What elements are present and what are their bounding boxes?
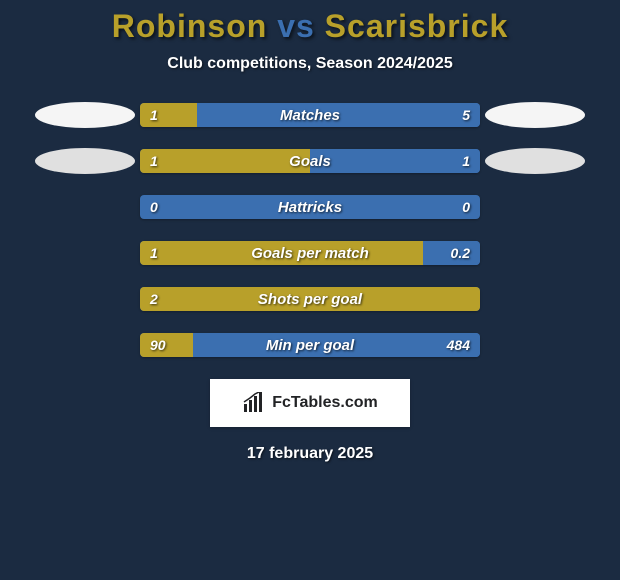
stat-bar: Goals1 1 — [140, 149, 480, 173]
stat-value-left: 90 — [150, 333, 166, 357]
date-label: 17 february 2025 — [0, 445, 620, 463]
stat-label: Goals — [140, 149, 480, 173]
stat-label: Matches — [140, 103, 480, 127]
stat-row: Matches1 5 — [0, 103, 620, 127]
stat-label: Hattricks — [140, 195, 480, 219]
right-badge-slot — [480, 332, 590, 358]
left-badge-slot — [30, 194, 140, 220]
right-badge-slot — [480, 148, 590, 174]
stat-value-left: 1 — [150, 103, 158, 127]
right-badge-slot — [480, 240, 590, 266]
comparison-rows: Matches15Goals11Hattricks00Goals per mat… — [0, 103, 620, 357]
stat-bar: Min per goal90 484 — [140, 333, 480, 357]
title-vs: vs — [277, 8, 315, 44]
right-badge-slot — [480, 286, 590, 312]
subtitle: Club competitions, Season 2024/2025 — [0, 55, 620, 73]
stat-bar: Hattricks0 0 — [140, 195, 480, 219]
stat-value-left: 0 — [150, 195, 158, 219]
right-badge-slot — [480, 102, 590, 128]
stat-label: Goals per match — [140, 241, 480, 265]
oval-placeholder-icon — [35, 148, 135, 174]
stat-bar: Shots per goal2 — [140, 287, 480, 311]
stat-row: Goals1 1 — [0, 149, 620, 173]
left-badge-slot — [30, 332, 140, 358]
oval-placeholder-icon — [35, 102, 135, 128]
title-player1: Robinson — [112, 8, 268, 44]
stat-value-right: 0 — [462, 195, 470, 219]
stat-row: Min per goal90 484 — [0, 333, 620, 357]
stat-row: Goals per match1 0.2 — [0, 241, 620, 265]
h2h-infographic: Robinson vs Scarisbrick Club competition… — [0, 0, 620, 580]
page-title: Robinson vs Scarisbrick — [0, 8, 620, 45]
left-badge-slot — [30, 286, 140, 312]
left-badge-slot — [30, 102, 140, 128]
logo-text: FcTables.com — [272, 394, 378, 412]
stat-row: Shots per goal2 — [0, 287, 620, 311]
stat-bar: Matches1 5 — [140, 103, 480, 127]
bars-icon — [242, 392, 266, 414]
oval-placeholder-icon — [485, 102, 585, 128]
title-player2: Scarisbrick — [325, 8, 509, 44]
oval-placeholder-icon — [485, 148, 585, 174]
stat-value-right: 484 — [447, 333, 470, 357]
stat-value-right: 0.2 — [451, 241, 470, 265]
stat-bar: Goals per match1 0.2 — [140, 241, 480, 265]
right-badge-slot — [480, 194, 590, 220]
stat-value-left: 1 — [150, 241, 158, 265]
stat-label: Min per goal — [140, 333, 480, 357]
stat-value-right: 5 — [462, 103, 470, 127]
stat-row: Hattricks0 0 — [0, 195, 620, 219]
left-badge-slot — [30, 148, 140, 174]
stat-value-left: 2 — [150, 287, 158, 311]
stat-value-right: 1 — [462, 149, 470, 173]
stat-value-left: 1 — [150, 149, 158, 173]
left-badge-slot — [30, 240, 140, 266]
stat-label: Shots per goal — [140, 287, 480, 311]
logo-box: FcTables.com — [210, 379, 410, 427]
